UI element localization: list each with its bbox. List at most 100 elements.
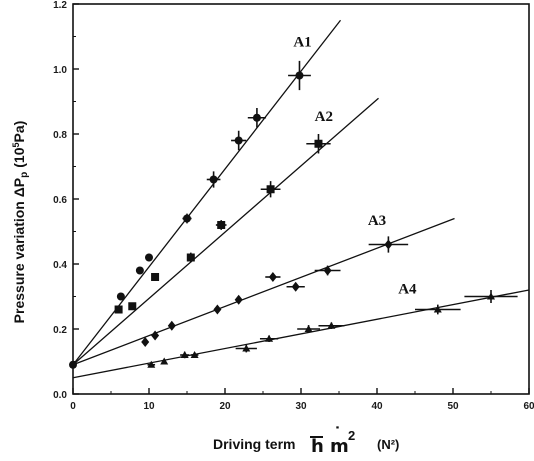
- series-annotations: A1 A2 A3 A4: [293, 34, 417, 297]
- data-point-a3: [167, 320, 176, 331]
- marker-square: [114, 305, 123, 314]
- data-point-a1: [116, 292, 125, 301]
- data-point-a3: [265, 272, 281, 282]
- y-tick-label: 1.2: [53, 0, 67, 11]
- y-tick-label: 0.4: [53, 260, 67, 271]
- y-axis-unit-exponent: 5: [11, 142, 21, 147]
- y-axis-label-main: Pressure variation ΔP: [11, 178, 27, 323]
- data-point-a2: [215, 220, 227, 230]
- data-point-a4: [147, 360, 156, 368]
- x-tick-label: 50: [447, 401, 459, 412]
- data-point-a1: [206, 171, 221, 188]
- data-point-a1: [182, 213, 192, 224]
- y-tick-label: 0.8: [53, 130, 67, 141]
- x-tick-label: 30: [295, 401, 307, 412]
- data-point-a4: [415, 304, 461, 315]
- x-tick-label: 10: [143, 401, 155, 412]
- marker-square: [266, 185, 275, 194]
- y-tick-label: 1.0: [53, 65, 67, 76]
- data-point-a4: [160, 357, 169, 365]
- marker-diamond: [323, 265, 332, 276]
- marker-circle: [183, 214, 191, 223]
- data-point-a1: [145, 253, 153, 262]
- annotation-a1: A1: [293, 34, 311, 50]
- marker-diamond: [141, 337, 150, 347]
- marker-circle: [135, 266, 144, 275]
- annotation-a3: A3: [368, 213, 386, 229]
- data-point-a1: [231, 130, 247, 151]
- x-tick-label: 40: [371, 401, 383, 412]
- data-point-a4: [190, 351, 199, 358]
- data-point-a2: [306, 134, 331, 154]
- annotation-a2: A2: [315, 109, 333, 125]
- data-point-a3: [368, 236, 409, 253]
- marker-diamond: [234, 294, 243, 305]
- data-point-a2: [114, 305, 123, 314]
- marker-diamond: [291, 281, 300, 292]
- data-point-a3: [234, 294, 243, 305]
- marker-triangle: [327, 321, 336, 329]
- data-point-a3: [151, 330, 160, 341]
- marker-diamond: [213, 304, 222, 315]
- marker-circle: [69, 360, 77, 369]
- data-point-a4: [297, 325, 320, 333]
- marker-square: [128, 302, 137, 311]
- y-tick-label: 0.6: [53, 195, 67, 206]
- marker-triangle: [265, 334, 274, 342]
- marker-triangle: [487, 292, 495, 300]
- data-point-a2: [151, 273, 160, 281]
- marker-diamond: [151, 330, 160, 341]
- marker-triangle: [147, 360, 156, 368]
- data-point-a3: [141, 337, 150, 347]
- y-tick-label: 0.2: [53, 325, 67, 336]
- data-point-a4: [259, 334, 279, 342]
- annotation-a4: A4: [398, 281, 417, 297]
- marker-triangle: [160, 357, 169, 365]
- data-points: [69, 60, 518, 369]
- marker-triangle: [242, 344, 251, 352]
- data-point-a4: [235, 344, 257, 353]
- data-point-a3: [286, 281, 305, 292]
- y-axis-label-subscript: p: [19, 172, 30, 178]
- data-point-a3: [314, 265, 341, 276]
- x-axis-symbol-exponent: 2: [348, 428, 355, 443]
- marker-triangle: [180, 351, 189, 358]
- data-point-a1: [288, 60, 311, 91]
- y-axis-title: Pressure variation ΔPp (105Pa): [11, 121, 30, 324]
- marker-circle: [145, 253, 153, 262]
- fit-line-a4: [72, 289, 530, 379]
- data-point-a2: [186, 252, 195, 263]
- x-axis-unit: (N²): [377, 437, 399, 452]
- data-point-a4: [180, 351, 190, 359]
- x-tick-label: 60: [523, 401, 534, 412]
- marker-square: [217, 221, 226, 229]
- marker-circle: [209, 175, 218, 184]
- x-axis-symbol-m: m: [330, 436, 349, 457]
- marker-triangle: [304, 325, 313, 332]
- marker-triangle: [433, 305, 442, 313]
- marker-square: [151, 273, 160, 281]
- data-point-a2: [128, 302, 137, 311]
- data-point-a4: [464, 290, 518, 303]
- data-point-a1: [69, 360, 77, 369]
- marker-circle: [234, 136, 243, 145]
- marker-diamond: [268, 272, 277, 282]
- data-point-a4: [318, 321, 345, 329]
- axis-ticks: 0 10 20 30 40 50 60 0.0 0.2 0.4 0.6 0.8 1.0 1.2: [53, 0, 534, 412]
- y-tick-label: 0.0: [53, 390, 67, 401]
- marker-triangle: [190, 351, 199, 358]
- x-tick-label: 20: [219, 401, 231, 412]
- data-point-a1: [247, 108, 267, 128]
- marker-circle: [252, 113, 261, 122]
- marker-diamond: [384, 239, 393, 250]
- marker-circle: [295, 71, 304, 80]
- x-axis-symbol-dot: ˙: [333, 424, 342, 445]
- y-axis-unit-open: (10: [11, 147, 27, 167]
- data-point-a3: [213, 304, 222, 315]
- data-point-a1: [135, 266, 144, 275]
- x-axis-title: Driving term: [213, 436, 295, 452]
- data-point-a2: [260, 181, 281, 198]
- marker-circle: [116, 292, 125, 301]
- marker-square: [186, 253, 195, 262]
